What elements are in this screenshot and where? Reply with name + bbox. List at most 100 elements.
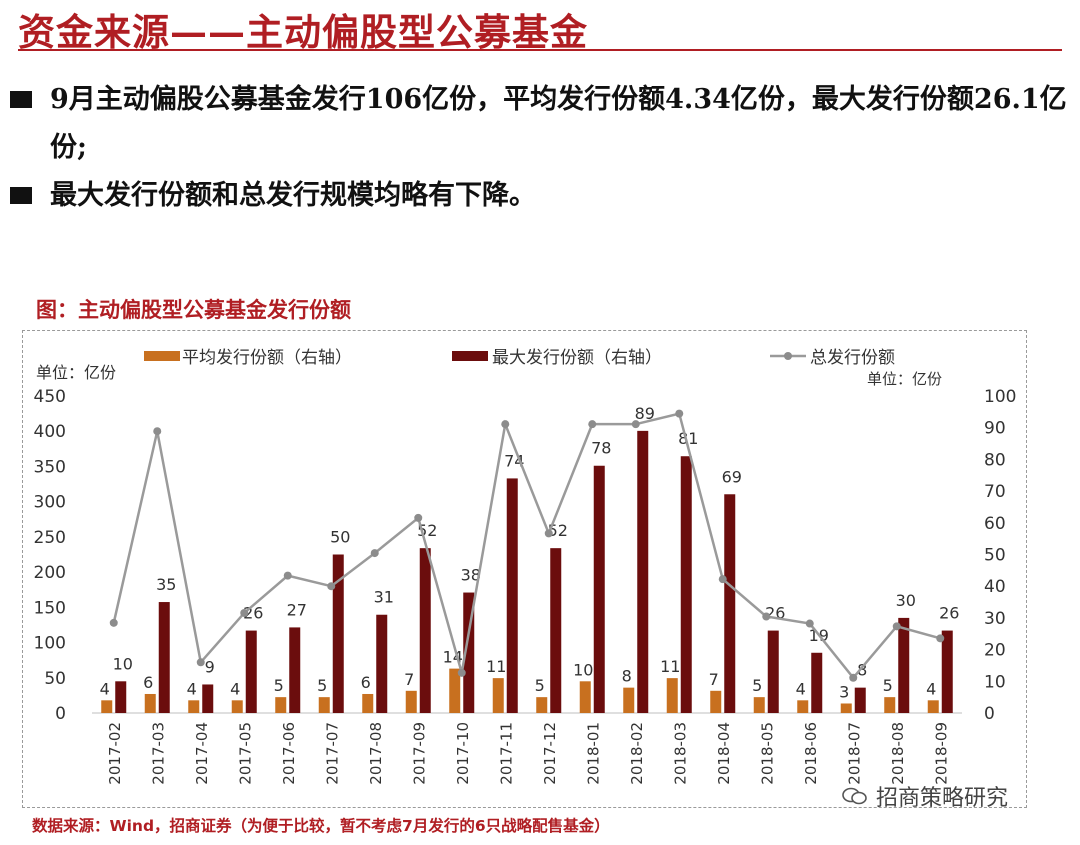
total-point <box>501 420 510 429</box>
total-point <box>414 513 423 522</box>
figure-frame <box>22 330 1027 808</box>
avg-data-label: 10 <box>573 660 593 679</box>
bullet-list: 9月主动偏股公募基金发行106亿份，平均发行份额4.34亿份，最大发行份额26.… <box>10 76 1070 220</box>
avg-data-label: 5 <box>274 676 284 695</box>
avg-bar <box>362 693 374 713</box>
left-tick-label: 50 <box>44 669 66 689</box>
avg-data-label: 4 <box>100 679 110 698</box>
avg-bar <box>144 693 156 713</box>
total-point <box>109 618 118 627</box>
total-point <box>240 608 249 617</box>
avg-data-label: 5 <box>752 676 762 695</box>
max-bar <box>419 548 431 713</box>
max-data-label: 81 <box>678 429 698 448</box>
total-point <box>936 634 945 643</box>
total-point <box>283 571 292 580</box>
avg-bar <box>405 690 417 713</box>
left-tick-label: 150 <box>34 598 66 618</box>
left-axis-unit: 单位：亿份 <box>36 363 116 382</box>
avg-bar <box>579 681 591 713</box>
category-label: 2018-05 <box>758 722 776 785</box>
avg-data-label: 3 <box>839 682 849 701</box>
avg-data-label: 4 <box>187 679 197 698</box>
avg-data-label: 5 <box>317 676 327 695</box>
category-label: 2017-05 <box>236 722 254 785</box>
right-tick-label: 30 <box>984 609 1006 629</box>
right-tick-label: 70 <box>984 482 1006 502</box>
legend-swatch-avg <box>144 351 180 361</box>
title-divider <box>18 49 1062 51</box>
category-label: 2017-03 <box>149 722 167 785</box>
total-point <box>588 420 597 429</box>
category-label: 2017-12 <box>541 722 559 785</box>
category-label: 2017-06 <box>280 722 298 785</box>
right-tick-label: 50 <box>984 546 1006 566</box>
max-bar <box>811 652 823 713</box>
max-bar <box>637 430 649 713</box>
max-data-label: 9 <box>205 657 215 676</box>
max-bar <box>115 681 127 713</box>
max-bar <box>680 456 692 713</box>
category-label: 2018-02 <box>628 722 646 785</box>
max-data-label: 8 <box>857 661 867 680</box>
avg-bar <box>101 700 113 713</box>
max-bar <box>376 614 388 713</box>
max-data-label: 89 <box>635 404 655 423</box>
max-data-label: 26 <box>939 604 959 623</box>
bullet-item: 9月主动偏股公募基金发行106亿份，平均发行份额4.34亿份，最大发行份额26.… <box>10 76 1070 172</box>
total-point <box>718 575 727 584</box>
category-label: 2017-07 <box>323 722 341 785</box>
category-label: 2018-09 <box>932 722 950 785</box>
data-source: 数据来源：Wind，招商证券（为便于比较，暂不考虑7月发行的6只战略配售基金） <box>32 817 610 835</box>
right-tick-label: 60 <box>984 514 1006 534</box>
avg-bar <box>449 668 461 713</box>
category-label: 2018-08 <box>889 722 907 785</box>
square-bullet-icon <box>10 91 32 108</box>
avg-data-label: 4 <box>230 679 240 698</box>
total-point <box>805 619 814 628</box>
category-label: 2018-01 <box>584 722 602 785</box>
right-tick-label: 10 <box>984 672 1006 692</box>
max-data-label: 78 <box>591 439 611 458</box>
avg-bar <box>797 700 809 713</box>
left-tick-label: 250 <box>34 528 66 548</box>
left-tick-label: 450 <box>34 387 66 407</box>
total-point <box>892 622 901 631</box>
watermark-text: 招商策略研究 <box>876 786 1009 811</box>
max-data-label: 50 <box>330 528 350 547</box>
category-label: 2017-09 <box>410 722 428 785</box>
category-label: 2018-03 <box>671 722 689 785</box>
category-label: 2017-11 <box>497 722 515 785</box>
legend-label-avg: 平均发行份额（右轴） <box>182 348 352 368</box>
avg-data-label: 6 <box>143 673 153 692</box>
left-tick-label: 0 <box>55 704 66 724</box>
category-label: 2017-02 <box>106 722 124 785</box>
avg-bar <box>884 697 896 713</box>
total-point <box>631 420 640 429</box>
total-series-line <box>112 412 941 680</box>
legend-label-total: 总发行份额 <box>810 348 895 368</box>
total-point <box>196 658 205 667</box>
bullet-text: 最大发行份额和总发行规模均略有下降。 <box>50 180 536 211</box>
legend-marker-total <box>784 352 792 360</box>
max-bar <box>332 554 344 713</box>
total-point <box>675 409 684 418</box>
max-data-label: 31 <box>374 588 394 607</box>
avg-bar <box>275 697 287 713</box>
max-data-label: 10 <box>113 654 133 673</box>
max-data-label: 35 <box>156 575 176 594</box>
max-bar <box>289 627 301 713</box>
bullet-text: 9月主动偏股公募基金发行106亿份，平均发行份额4.34亿份，最大发行份额26.… <box>50 84 1067 163</box>
max-bar <box>941 630 953 713</box>
category-label: 2017-10 <box>454 722 472 785</box>
right-tick-label: 80 <box>984 450 1006 470</box>
avg-bar <box>927 700 939 713</box>
wechat-icon <box>842 787 867 805</box>
avg-bar <box>753 697 765 713</box>
right-axis-unit: 单位：亿份 <box>867 370 942 388</box>
max-bar <box>550 548 562 713</box>
category-label: 2018-06 <box>802 722 820 785</box>
max-bar <box>854 687 866 713</box>
max-bar <box>463 592 475 713</box>
